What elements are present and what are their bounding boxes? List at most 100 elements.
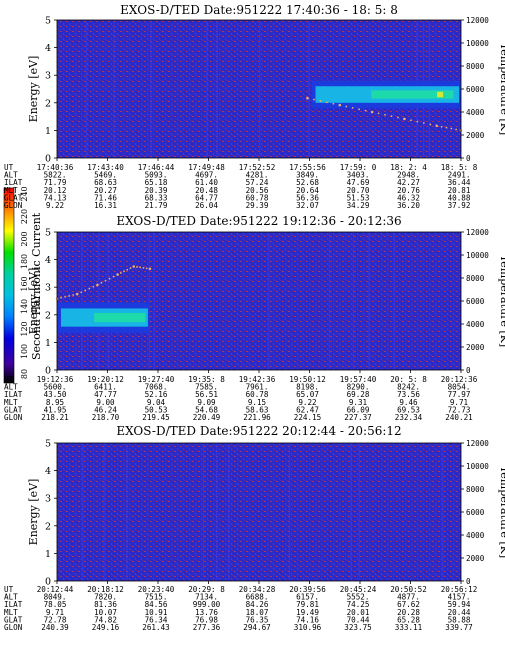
table-cell: 81.36 [94, 600, 117, 609]
noise-streak [148, 232, 150, 370]
noise-streak [350, 443, 352, 581]
table-cell: 220.49 [193, 413, 221, 422]
orbit-parameter-table: UT 17:40:36 17:43:40 17:46:44 17:49:48 17:52:… [4, 163, 478, 210]
table-cell: 5822. [44, 171, 67, 180]
temperature-point [306, 96, 309, 100]
colorbar-tick-label: 240 [20, 186, 29, 201]
noise-streak [227, 443, 230, 581]
table-cell: 19:50:12 [289, 375, 326, 384]
table-cell: 18: 2: 4 [390, 163, 427, 172]
table-cell: 6688. [246, 593, 269, 602]
y2-tick-label: 4000 [466, 320, 485, 329]
table-cell: 310.96 [294, 623, 322, 632]
temperature-trace-dot [450, 127, 453, 130]
temperature-point [338, 103, 342, 107]
temperature-trace-dot [60, 296, 62, 299]
table-cell: 9.71 [46, 608, 65, 617]
table-cell: 61.40 [195, 178, 218, 187]
table-cell: 20:56:12 [441, 585, 478, 594]
y2-tick-label: 4000 [466, 108, 485, 117]
y2-tick-label: 8000 [466, 274, 485, 283]
temperature-trace-dot [445, 126, 448, 129]
table-cell: 65.07 [296, 390, 319, 399]
y2-tick-label: 10000 [466, 462, 489, 471]
table-cell: 77.97 [448, 390, 471, 399]
temperature-point [116, 273, 119, 276]
temperature-trace-dot [319, 100, 322, 102]
table-cell: 4877. [397, 593, 420, 602]
temperature-trace-dot [429, 123, 432, 126]
temperature-trace-dot [80, 291, 83, 294]
y-tick-label: 3 [45, 494, 51, 505]
colorbar-tick-label: 180 [20, 254, 29, 269]
table-cell: 29.39 [246, 201, 269, 210]
colorbar: 240 220 200 180 160 140 120 100 80 Second Harmon… [3, 186, 43, 384]
table-row-label: ALT [4, 171, 18, 180]
table-cell: 19:20:12 [87, 375, 124, 384]
table-cell: 20:23:40 [138, 585, 175, 594]
table-cell: 26.04 [195, 201, 218, 210]
noise-streak [352, 232, 355, 370]
temperature-trace-dot [332, 102, 335, 105]
table-cell: 76.98 [195, 615, 218, 624]
noise-streak [113, 20, 115, 158]
temperature-trace-dot [88, 287, 91, 290]
temperature-trace-dot [129, 267, 132, 270]
temperature-trace-dot [384, 113, 386, 116]
table-cell: 47.69 [347, 178, 370, 187]
y2-tick-label: 6000 [466, 508, 485, 517]
colorbar-tick-label: 160 [20, 276, 29, 291]
spectrogram-panel-1: EXOS-D/TED Date:951222 17:40:36 - 18: 5:… [4, 3, 505, 210]
y-axis-label: Energy [eV] [27, 479, 40, 546]
table-cell: 20.70 [347, 186, 370, 195]
table-cell: 71.46 [94, 193, 117, 202]
table-cell: 54.68 [195, 405, 218, 414]
temperature-trace-dot [112, 275, 115, 278]
table-cell: 6411. [94, 383, 117, 392]
table-cell: 58.63 [246, 405, 269, 414]
y-tick-label: 3 [45, 283, 51, 294]
table-cell: 65.28 [397, 615, 420, 624]
table-cell: 20.64 [296, 186, 319, 195]
table-cell: 79.81 [296, 600, 319, 609]
table-cell: 9.46 [399, 398, 418, 407]
y-tick-label: 1 [45, 338, 51, 349]
table-cell: 84.26 [246, 600, 269, 609]
table-cell: 74.13 [44, 193, 67, 202]
temperature-point [435, 124, 439, 128]
noise-streak [368, 232, 370, 370]
y-tick-label: 4 [45, 43, 51, 54]
y-tick-label: 2 [45, 98, 51, 109]
spectrogram-panel-3: EXOS-D/TED Date:951222 20:12:44 - 20:56:… [4, 424, 505, 632]
table-cell: 7820. [94, 593, 117, 602]
table-cell: 70.44 [347, 615, 370, 624]
table-cell: 46.32 [397, 193, 420, 202]
temperature-point [75, 292, 79, 296]
y2-tick-label: 0 [466, 577, 471, 586]
table-cell: 46.24 [94, 405, 117, 414]
temperature-trace-dot [119, 272, 122, 274]
table-cell: 20:39:56 [289, 585, 326, 594]
temperature-trace-dot [440, 125, 443, 128]
table-cell: 221.96 [243, 413, 271, 422]
table-cell: 78.05 [44, 600, 67, 609]
table-cell: 20.48 [195, 186, 218, 195]
colorbar-tick-label: 120 [20, 321, 29, 336]
table-cell: 19:42:36 [239, 375, 276, 384]
table-cell: 232.34 [395, 413, 423, 422]
y-axis-label: Energy [eV] [27, 56, 40, 123]
table-cell: 18: 5: 8 [441, 163, 478, 172]
table-cell: 249.16 [92, 623, 120, 632]
table-cell: 16.31 [94, 201, 117, 210]
table-cell: 8290. [347, 383, 370, 392]
noise-streak [358, 443, 360, 581]
table-cell: 20.01 [347, 608, 370, 617]
table-cell: 4157. [448, 593, 471, 602]
table-cell: 277.36 [193, 623, 221, 632]
temperature-trace-dot [377, 112, 380, 115]
temperature-trace-dot [126, 268, 129, 271]
orbit-parameter-table: UT 19:12:36 19:20:12 19:27:40 19:35: 8 19:42:… [4, 375, 478, 422]
table-cell: 8049. [44, 593, 67, 602]
table-cell: 32.07 [296, 201, 319, 210]
table-cell: 20:45:24 [340, 585, 377, 594]
